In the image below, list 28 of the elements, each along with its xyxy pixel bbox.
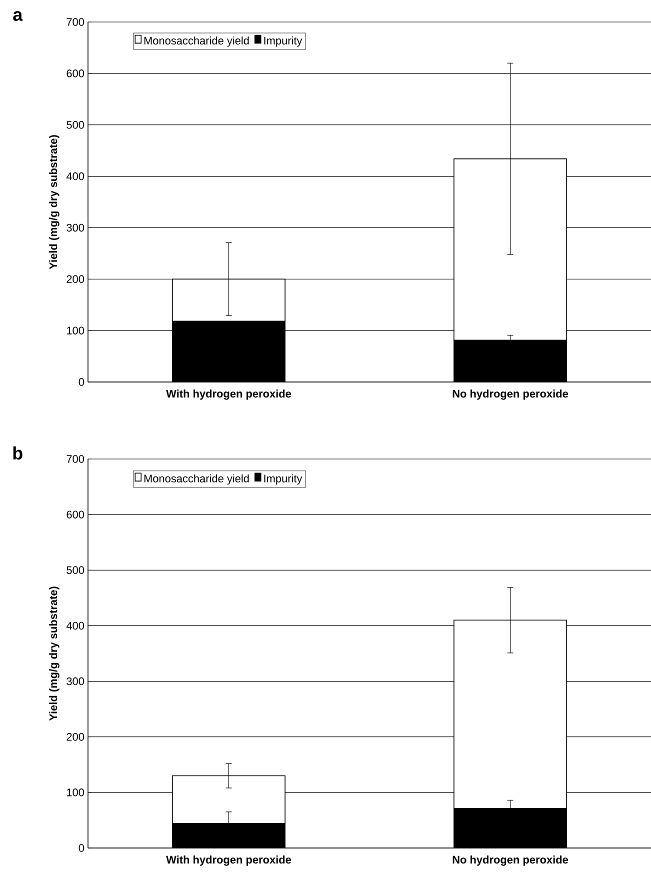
y-tick-label: 0: [78, 378, 84, 386]
y-tick-label: 100: [67, 788, 84, 796]
y-tick-label: 300: [66, 677, 84, 686]
y-tick-label: 0: [78, 844, 84, 852]
y-tick-label: 300: [66, 224, 84, 232]
legend-label: Impurity: [264, 474, 302, 485]
legend-label: Monosaccharide yield: [144, 36, 249, 47]
y-tick-label: 500: [66, 120, 84, 129]
y-tick-label: 600: [66, 510, 84, 518]
y-tick-label: 200: [66, 275, 84, 284]
legend-label: Impurity: [264, 36, 302, 47]
x-tick-label: No hydrogen peroxide: [452, 390, 568, 400]
y-tick-label: 100: [67, 326, 84, 334]
y-tick-label: 500: [66, 566, 84, 574]
chart-title: a: [13, 11, 23, 21]
y-axis-title: Yield (mg/g dry substrate): [49, 135, 60, 270]
x-tick-label: With hydrogen peroxide: [166, 390, 292, 400]
y-tick-label: 400: [66, 622, 84, 630]
y-tick-label: 700: [66, 18, 84, 26]
chart-title: b: [13, 446, 22, 460]
y-tick-label: 700: [66, 455, 84, 463]
legend-label: Monosaccharide yield: [144, 474, 249, 485]
x-tick-label: With hydrogen peroxide: [166, 856, 292, 866]
y-tick-label: 400: [66, 172, 84, 180]
y-axis-title: Yield (mg/g dry substrate): [49, 586, 60, 721]
y-tick-label: 200: [66, 732, 84, 741]
y-tick-label: 600: [66, 70, 84, 78]
x-tick-label: No hydrogen peroxide: [452, 856, 568, 866]
